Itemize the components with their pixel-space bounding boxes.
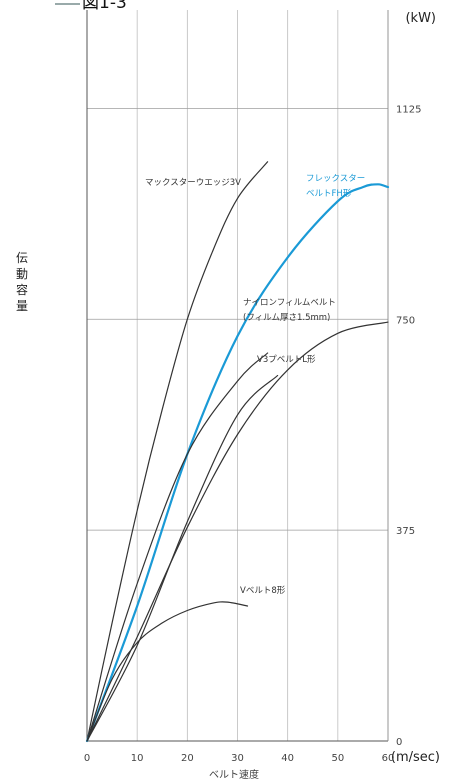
series-label-5: Vベルト8形 [240, 586, 286, 596]
x-tick-label-20: 20 [181, 753, 194, 764]
x-tick-labels: 0 10 20 30 40 50 60 [84, 753, 395, 764]
figure-header: 図1-3 [55, 0, 127, 13]
x-tick-label-50: 50 [331, 753, 344, 764]
x-axis-label: ベルト速度 [209, 768, 259, 781]
series-label-1: フレックスター [306, 174, 365, 184]
y-tick-label-750: 750 [396, 315, 415, 326]
series-label-0: マックスターウエッジ3V [145, 178, 241, 188]
series-line-1 [85, 183, 390, 743]
x-tick-label-60: 60 [382, 753, 395, 764]
y-tick-label-375: 375 [396, 526, 415, 537]
x-tick-label-30: 30 [231, 753, 244, 764]
x-tick-label-0: 0 [84, 753, 90, 764]
series-line-4 [86, 374, 279, 742]
series-line-3 [86, 352, 269, 742]
figure-title: 図1-3 [82, 0, 127, 13]
series-line-2 [86, 321, 389, 742]
series-label-3: V3プベルトL形 [257, 355, 316, 365]
plot-frame [86, 10, 389, 742]
series-label-2: ナイロンフィルムベルト [243, 298, 336, 308]
y-tick-label-1125: 1125 [396, 104, 421, 115]
series-lines [85, 161, 390, 743]
grid [86, 10, 389, 742]
y-tick-label-0: 0 [396, 737, 402, 748]
series-line-5 [86, 601, 249, 742]
y-tick-labels: 0 375 750 1125 [396, 104, 421, 748]
y-axis-label-char: 容 [16, 282, 28, 297]
x-tick-label-10: 10 [131, 753, 144, 764]
series-line-0 [86, 161, 269, 742]
y-axis-label-char: 伝 [16, 251, 28, 265]
y-axis-label-char: 動 [16, 267, 28, 281]
x-unit-label: (m/sec) [391, 750, 440, 765]
series-label-2: (フィルム厚さ1.5mm) [243, 313, 330, 323]
y-axis-label-char: 量 [16, 299, 28, 313]
y-unit-label: (kW) [405, 11, 436, 26]
series-label-1: ベルトFH形 [306, 189, 352, 199]
x-tick-label-40: 40 [281, 753, 294, 764]
